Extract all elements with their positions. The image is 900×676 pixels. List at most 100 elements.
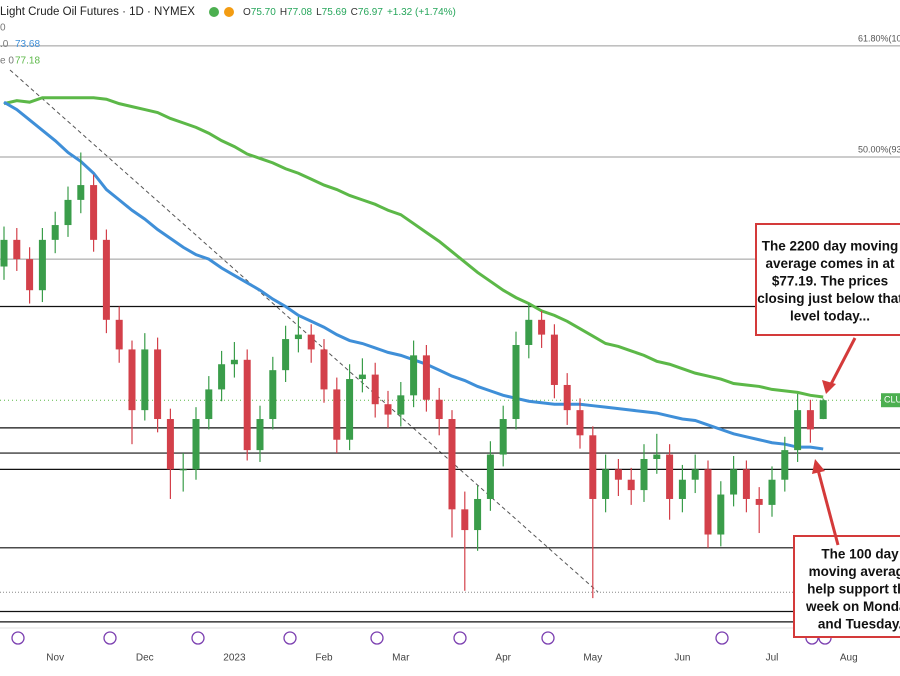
- annotation-text: $77.19. The prices: [772, 274, 888, 289]
- status-icon: [224, 7, 234, 17]
- annotation-text: The 2200 day moving: [762, 239, 899, 254]
- candle-body: [512, 344, 520, 420]
- x-tick-label: Mar: [392, 653, 410, 664]
- candle-body: [294, 334, 302, 340]
- x-tick-label: May: [583, 653, 602, 664]
- candle-body: [742, 469, 750, 499]
- candle-body: [320, 349, 328, 390]
- x-tick-label: Feb: [315, 653, 333, 664]
- legend-label: e 0: [0, 56, 14, 67]
- x-tick-label: Jun: [674, 653, 690, 664]
- candle-body: [0, 239, 8, 267]
- candle-body: [128, 349, 136, 411]
- x-tick-label: 2023: [223, 653, 246, 664]
- candle-body: [806, 410, 814, 430]
- candle-body: [410, 355, 418, 396]
- candle-body: [154, 349, 162, 420]
- candle-body: [666, 454, 674, 499]
- candle-body: [282, 339, 290, 371]
- candle-body: [38, 239, 46, 291]
- candle-body: [499, 419, 507, 455]
- candle-body: [371, 374, 379, 405]
- x-tick-label: Aug: [840, 653, 858, 664]
- candle-body: [256, 419, 264, 451]
- symbol: Light Crude Oil Futures · 1D · NYMEX: [0, 6, 195, 18]
- candle-body: [794, 410, 802, 451]
- annotation-text: help support the: [807, 582, 900, 597]
- candle-body: [768, 479, 776, 505]
- moving-average: [3, 96, 824, 399]
- annotation-text: and Tuesday.: [818, 617, 900, 632]
- candle-body: [179, 469, 187, 471]
- guide-label: 50.00%(93.: [858, 144, 900, 154]
- x-tick-label: Apr: [495, 653, 511, 664]
- candle-body: [589, 435, 597, 499]
- candle-body: [243, 359, 251, 451]
- candle-body: [640, 458, 648, 491]
- annotation-text: week on Monday: [805, 599, 900, 614]
- candle-body: [781, 450, 789, 480]
- candle-body: [448, 419, 456, 510]
- quote-value: 75.69: [322, 7, 347, 18]
- candle-body: [102, 239, 110, 320]
- status-icon: [209, 7, 219, 17]
- candle-body: [269, 370, 277, 420]
- candle-body: [166, 419, 174, 470]
- candle-body: [218, 364, 226, 390]
- annotation-text: average comes in at: [765, 256, 895, 271]
- candle-body: [397, 395, 405, 415]
- candle-body: [730, 469, 738, 495]
- legend-label: 0: [0, 23, 6, 34]
- plot-area: [0, 45, 900, 623]
- trend-line: [9, 69, 599, 593]
- annotation-text: level today...: [790, 309, 870, 324]
- candle-body: [51, 225, 59, 240]
- candle-body: [627, 479, 635, 491]
- candle-body: [691, 469, 699, 480]
- candle-body: [576, 410, 584, 436]
- candle-body: [755, 498, 763, 505]
- candle-body: [26, 259, 34, 291]
- quote-key: C: [351, 7, 358, 18]
- price-tag: CLU: [884, 395, 900, 405]
- x-tick-label: Jul: [766, 653, 779, 664]
- candle-body: [141, 349, 149, 411]
- candle-body: [346, 379, 354, 440]
- candle-body: [192, 419, 200, 470]
- quote-value: 77.08: [287, 7, 312, 18]
- legend-value: 73.68: [15, 39, 40, 50]
- candle-body: [678, 479, 686, 499]
- legend-value: 77.18: [15, 56, 40, 67]
- annotation-text: moving average: [809, 564, 900, 579]
- quote-change: +1.32 (+1.74%): [387, 7, 456, 18]
- quote-key: O: [243, 7, 251, 18]
- candle-body: [77, 185, 85, 200]
- candle-body: [422, 355, 430, 400]
- candle-body: [384, 404, 392, 415]
- candle-body: [486, 454, 494, 499]
- candle-body: [205, 389, 213, 420]
- legend-label: .0: [0, 39, 9, 50]
- candle-body: [333, 389, 341, 440]
- candle-body: [704, 469, 712, 535]
- candle-body: [64, 199, 72, 226]
- candle-body: [115, 319, 123, 350]
- x-tick-label: Dec: [136, 653, 154, 664]
- quote-key: L: [316, 7, 322, 18]
- candle-body: [525, 319, 533, 345]
- header: Light Crude Oil Futures · 1D · NYMEX O 75…: [0, 6, 456, 67]
- candle-body: [461, 509, 469, 531]
- candle-body: [819, 400, 827, 420]
- candle-body: [614, 469, 622, 480]
- candle-body: [435, 399, 443, 420]
- x-tick-label: Nov: [46, 653, 64, 664]
- candle-body: [550, 334, 558, 385]
- price-tag-box: [881, 393, 900, 408]
- annotation-text: closing just below that: [757, 291, 900, 306]
- candle-body: [13, 239, 21, 260]
- candle-body: [90, 185, 98, 240]
- candle-body: [653, 454, 661, 459]
- candle-body: [602, 469, 610, 499]
- candle-body: [230, 359, 238, 365]
